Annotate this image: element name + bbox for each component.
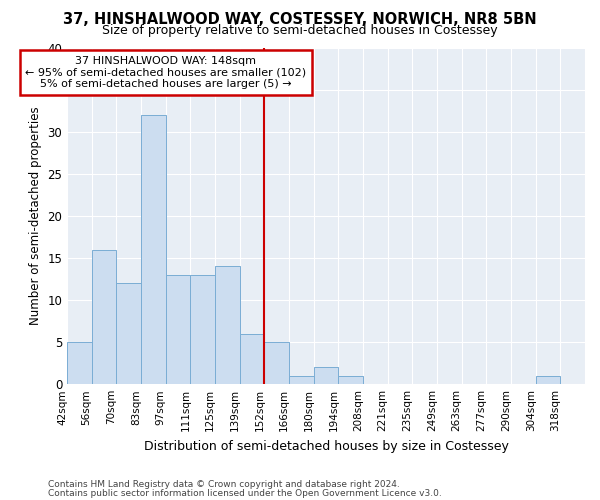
Text: Contains public sector information licensed under the Open Government Licence v3: Contains public sector information licen… — [48, 488, 442, 498]
Bar — [116, 283, 141, 384]
Text: Size of property relative to semi-detached houses in Costessey: Size of property relative to semi-detach… — [102, 24, 498, 37]
Bar — [289, 376, 314, 384]
Text: 37, HINSHALWOOD WAY, COSTESSEY, NORWICH, NR8 5BN: 37, HINSHALWOOD WAY, COSTESSEY, NORWICH,… — [63, 12, 537, 26]
Text: 37 HINSHALWOOD WAY: 148sqm
← 95% of semi-detached houses are smaller (102)
5% of: 37 HINSHALWOOD WAY: 148sqm ← 95% of semi… — [25, 56, 306, 89]
Bar — [536, 376, 560, 384]
Bar — [239, 334, 265, 384]
X-axis label: Distribution of semi-detached houses by size in Costessey: Distribution of semi-detached houses by … — [143, 440, 508, 452]
Bar — [67, 342, 92, 384]
Bar — [141, 115, 166, 384]
Bar — [314, 368, 338, 384]
Y-axis label: Number of semi-detached properties: Number of semi-detached properties — [29, 106, 41, 325]
Bar — [166, 275, 190, 384]
Bar — [215, 266, 239, 384]
Bar — [190, 275, 215, 384]
Text: Contains HM Land Registry data © Crown copyright and database right 2024.: Contains HM Land Registry data © Crown c… — [48, 480, 400, 489]
Bar — [338, 376, 363, 384]
Bar — [265, 342, 289, 384]
Bar — [92, 250, 116, 384]
